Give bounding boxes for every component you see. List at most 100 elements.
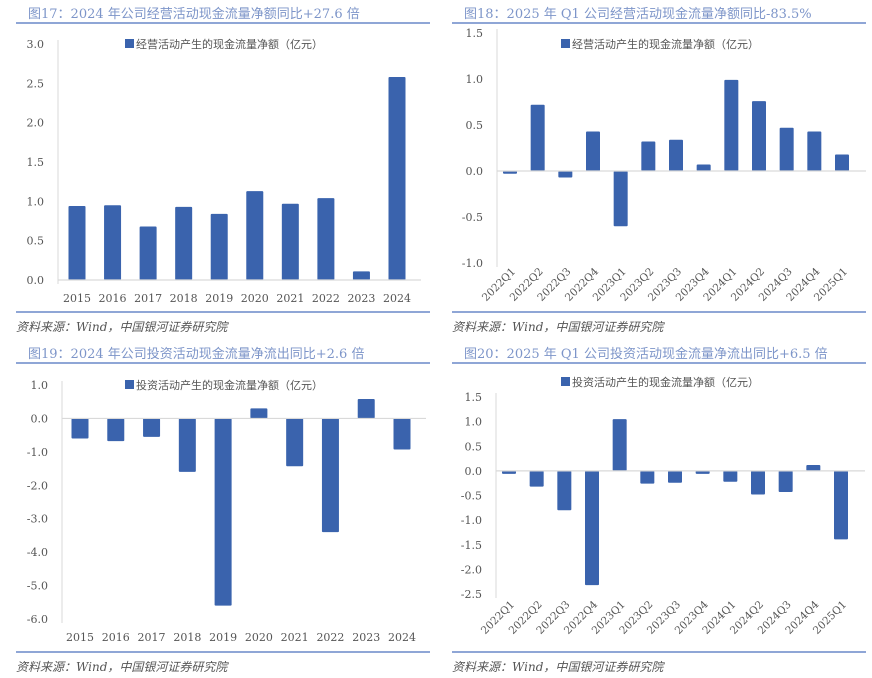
x-tick-label: 2015 <box>63 292 91 305</box>
bar-2022Q1 <box>502 470 516 474</box>
x-tick-label: 2022 <box>316 631 344 644</box>
bar-2024Q2 <box>751 470 765 495</box>
legend-label: 投资活动产生的现金流量净额（亿元） <box>136 378 323 392</box>
x-tick-label: 2022 <box>312 292 340 305</box>
y-tick-label: -4.0 <box>27 546 48 559</box>
y-tick-label: -1.0 <box>27 446 48 459</box>
x-tick-label: 2023 <box>347 292 375 305</box>
bar-2023Q1 <box>613 171 628 227</box>
legend-swatch <box>125 380 134 389</box>
bar-2020 <box>246 191 264 280</box>
y-tick-label: 0.5 <box>466 119 484 132</box>
bar-2024Q1 <box>724 79 739 171</box>
bar-2022Q1 <box>503 171 517 174</box>
footer-rule <box>16 651 430 653</box>
x-tick-label: 2017 <box>134 292 162 305</box>
bar-2019 <box>214 418 232 606</box>
bar-2022Q3 <box>558 171 573 178</box>
y-tick-label: 1.5 <box>27 156 45 169</box>
x-tick-label: 2024 <box>383 292 411 305</box>
y-tick-label: 1.0 <box>465 416 483 429</box>
chart-svg: 1.51.00.50.0-0.5-1.02022Q12022Q22022Q320… <box>462 27 866 304</box>
source-note: 资料来源：Wind，中国银河证券研究院 <box>452 660 664 674</box>
bar-2023Q1 <box>612 419 627 471</box>
x-tick-label: 2020 <box>245 631 273 644</box>
chart-svg: 1.51.00.50.0-0.5-1.0-1.5-2.0-2.52022Q120… <box>461 375 865 637</box>
title-rule <box>452 362 866 364</box>
footer-rule <box>452 311 866 313</box>
bar-2016 <box>107 418 125 442</box>
y-tick-label: 1.5 <box>466 27 484 40</box>
chart-title: 图17：2024 年公司经营活动现金流量净额同比+27.6 倍 <box>28 7 360 22</box>
bar-2023Q4 <box>696 164 711 171</box>
bar-2023Q3 <box>668 470 682 483</box>
bar-2016 <box>104 205 122 280</box>
bar-2018 <box>175 206 193 280</box>
y-tick-label: 1.0 <box>31 379 49 392</box>
bar-2019 <box>210 213 228 280</box>
source-note: 资料来源：Wind，中国银河证券研究院 <box>16 320 228 334</box>
bar-2022Q4 <box>585 470 599 586</box>
bar-2024Q4 <box>806 464 821 471</box>
bar-2024Q3 <box>779 127 794 171</box>
y-tick-label: 2.0 <box>27 117 45 130</box>
x-tick-label: 2023 <box>352 631 380 644</box>
y-tick-label: -2.5 <box>461 588 482 601</box>
footer-rule <box>452 651 866 653</box>
bar-2024Q3 <box>778 470 793 493</box>
y-tick-label: -2.0 <box>27 479 48 492</box>
footer-rule <box>16 311 430 313</box>
chart-panel-17: 图17：2024 年公司经营活动现金流量净额同比+27.6 倍 3.0 2.5 2.… <box>0 0 436 339</box>
bar-2022Q4 <box>586 131 600 171</box>
y-tick-label: 1.5 <box>465 391 483 404</box>
chart-svg: 1.0 0.0 -1.0 -2.0 -3.0 -4.0 -5.0 -6.0 2015 2016 20… <box>27 378 426 644</box>
x-tick-label: 2015 <box>66 631 94 644</box>
y-tick-label: -0.5 <box>462 211 483 224</box>
legend-label: 经营活动产生的现金流量净额（亿元） <box>136 37 323 51</box>
y-tick-label: -5.0 <box>27 580 48 593</box>
y-tick-label: -0.5 <box>461 490 482 503</box>
x-tick-label: 2016 <box>99 292 127 305</box>
title-rule <box>16 362 430 364</box>
x-tick-label: 2021 <box>276 292 304 305</box>
bar-2022Q3 <box>557 470 572 511</box>
bar-2015 <box>71 418 89 439</box>
source-note: 资料来源：Wind，中国银河证券研究院 <box>16 660 228 674</box>
bar-2023Q3 <box>669 139 683 171</box>
y-tick-label: 0.0 <box>466 165 484 178</box>
bar-2024Q1 <box>723 470 738 482</box>
chart-panel-20: 图20：2025 年 Q1 公司投资活动现金流量净流出同比+6.5 倍 1.5 1… <box>436 340 872 678</box>
bar-2017 <box>143 418 161 437</box>
bar-2022Q2 <box>530 104 545 171</box>
bar-2022Q2 <box>529 470 544 487</box>
bar-2023Q2 <box>640 470 655 484</box>
y-tick-label: -1.0 <box>462 257 483 270</box>
x-tick-label: 2017 <box>138 631 166 644</box>
y-tick-label: 0.5 <box>27 235 45 248</box>
bar-2024 <box>388 77 406 280</box>
y-tick-label: 1.0 <box>466 73 484 86</box>
bar-2022 <box>317 198 335 280</box>
chart-title: 图19：2024 年公司投资活动现金流量净流出同比+2.6 倍 <box>28 347 365 362</box>
chart-panel-19: 图19：2024 年公司投资活动现金流量净流出同比+2.6 倍 1.0 0.0 -1… <box>0 340 436 678</box>
bar-2020 <box>250 408 268 419</box>
bar-2024 <box>393 418 411 450</box>
y-tick-label: -6.0 <box>27 613 48 626</box>
x-tick-label: 2019 <box>205 292 233 305</box>
chart-svg: 3.0 2.5 2.0 1.5 1.0 0.5 0.0 2015 2016 2017 2018 201… <box>27 37 421 305</box>
y-tick-label: 0.5 <box>465 440 483 453</box>
x-tick-label: 2020 <box>241 292 269 305</box>
x-tick-label: 2016 <box>102 631 130 644</box>
source-note: 资料来源：Wind，中国银河证券研究院 <box>452 320 664 334</box>
y-tick-label: -2.0 <box>461 563 482 576</box>
bar-2025Q1 <box>834 470 848 540</box>
title-rule <box>452 22 866 24</box>
y-tick-label: 0.0 <box>27 274 45 287</box>
bar-2021 <box>281 203 299 280</box>
x-tick-label: 2021 <box>281 631 309 644</box>
chart-panel-18: 图18：2025 年 Q1 公司经营活动现金流量净额同比-83.5% 1.5 1.… <box>436 0 872 339</box>
title-rule <box>16 22 430 24</box>
bar-2023Q2 <box>641 141 656 171</box>
y-tick-label: 3.0 <box>27 38 45 51</box>
